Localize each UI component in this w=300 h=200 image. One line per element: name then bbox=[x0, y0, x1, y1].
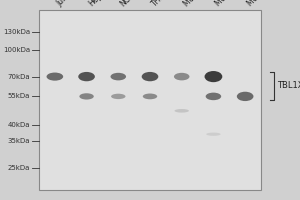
Text: Mouse thymus: Mouse thymus bbox=[245, 0, 291, 8]
Text: THP-1: THP-1 bbox=[150, 0, 172, 8]
Ellipse shape bbox=[78, 72, 95, 81]
Text: 25kDa: 25kDa bbox=[8, 165, 30, 171]
Text: 55kDa: 55kDa bbox=[8, 93, 30, 99]
Ellipse shape bbox=[46, 73, 63, 81]
Ellipse shape bbox=[206, 93, 221, 100]
Text: 35kDa: 35kDa bbox=[8, 138, 30, 144]
Ellipse shape bbox=[143, 94, 157, 99]
Ellipse shape bbox=[206, 133, 220, 136]
Ellipse shape bbox=[237, 92, 254, 101]
Ellipse shape bbox=[174, 73, 190, 80]
Text: TBL1XR1: TBL1XR1 bbox=[278, 81, 300, 90]
Text: HepG2: HepG2 bbox=[87, 0, 111, 8]
Text: Mouse spleen: Mouse spleen bbox=[213, 0, 257, 8]
FancyBboxPatch shape bbox=[39, 10, 261, 190]
Ellipse shape bbox=[80, 93, 94, 100]
Text: 70kDa: 70kDa bbox=[8, 74, 30, 80]
Text: 100kDa: 100kDa bbox=[3, 47, 30, 53]
Text: Jurkat: Jurkat bbox=[55, 0, 77, 8]
Ellipse shape bbox=[111, 94, 125, 99]
Ellipse shape bbox=[205, 71, 222, 82]
Ellipse shape bbox=[175, 109, 189, 113]
Ellipse shape bbox=[142, 72, 158, 81]
Text: 130kDa: 130kDa bbox=[3, 29, 30, 35]
Ellipse shape bbox=[110, 73, 126, 80]
Text: Mouse brain: Mouse brain bbox=[182, 0, 221, 8]
Text: 40kDa: 40kDa bbox=[8, 122, 30, 128]
Text: NCI-H460: NCI-H460 bbox=[118, 0, 150, 8]
